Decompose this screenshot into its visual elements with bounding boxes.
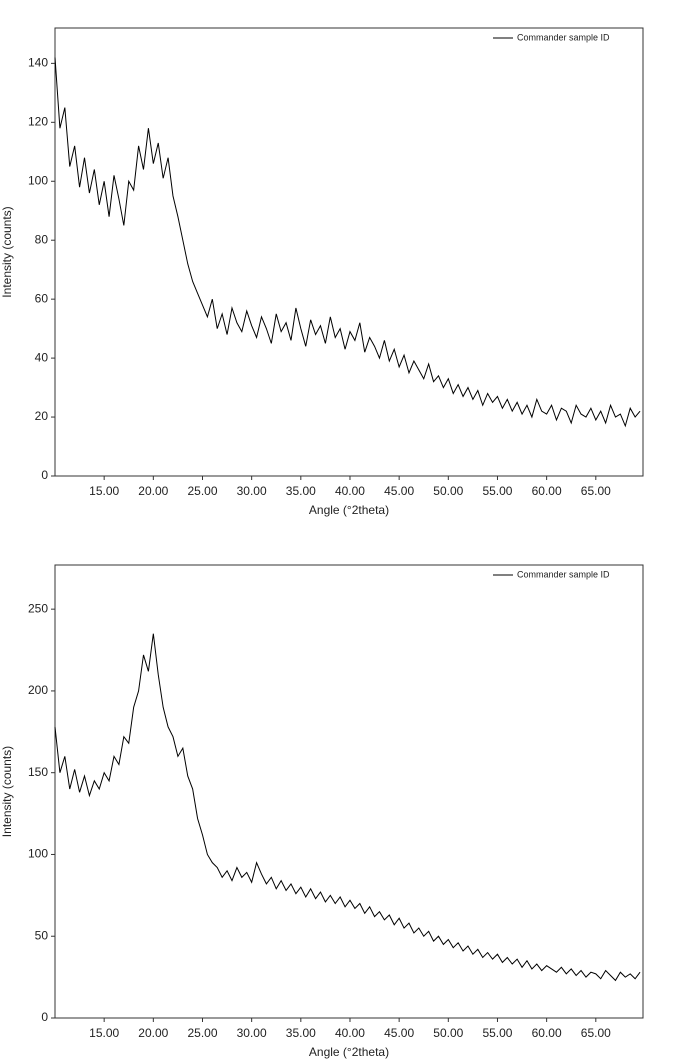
x-axis-label: Angle (°2theta) (309, 503, 389, 517)
x-tick-label: 35.00 (286, 1026, 316, 1040)
y-tick-label: 20 (35, 409, 49, 423)
y-tick-label: 40 (35, 350, 49, 364)
y-tick-label: 80 (35, 232, 49, 246)
y-tick-label: 100 (28, 173, 48, 187)
plot-frame (54, 564, 644, 1019)
y-tick-label: 150 (28, 765, 48, 779)
x-tick-label: 25.00 (187, 1026, 217, 1040)
y-tick-label: 0 (41, 1010, 48, 1024)
x-tick-label: 15.00 (89, 1026, 119, 1040)
legend-label: Commander sample ID (517, 32, 610, 42)
x-tick-label: 30.00 (237, 484, 267, 498)
y-tick-label: 200 (28, 683, 48, 697)
plot-frame (54, 27, 644, 477)
x-tick-label: 55.00 (482, 1026, 512, 1040)
x-tick-label: 65.00 (581, 1026, 611, 1040)
y-axis-label: Intensity (counts) (0, 206, 14, 297)
data-line (54, 633, 641, 982)
y-axis-label: Intensity (counts) (0, 746, 14, 837)
x-tick-label: 35.00 (286, 484, 316, 498)
x-tick-label: 25.00 (187, 484, 217, 498)
data-line (54, 57, 641, 428)
y-tick-label: 250 (28, 601, 48, 615)
y-tick-label: 140 (28, 56, 48, 70)
y-tick-label: 100 (28, 847, 48, 861)
x-tick-label: 40.00 (335, 1026, 365, 1040)
x-tick-label: 60.00 (532, 484, 562, 498)
y-tick-label: 0 (41, 468, 48, 482)
x-tick-label: 60.00 (532, 1026, 562, 1040)
x-tick-label: 45.00 (384, 484, 414, 498)
y-tick-label: 50 (35, 928, 49, 942)
x-tick-label: 50.00 (433, 484, 463, 498)
x-tick-label: 20.00 (138, 484, 168, 498)
x-tick-label: 45.00 (384, 1026, 414, 1040)
x-tick-label: 65.00 (581, 484, 611, 498)
x-tick-label: 15.00 (89, 484, 119, 498)
legend-label: Commander sample ID (517, 569, 610, 579)
x-tick-label: 20.00 (138, 1026, 168, 1040)
y-tick-label: 60 (35, 291, 49, 305)
x-tick-label: 55.00 (482, 484, 512, 498)
x-tick-label: 30.00 (237, 1026, 267, 1040)
x-axis-label: Angle (°2theta) (309, 1045, 389, 1059)
x-tick-label: 40.00 (335, 484, 365, 498)
y-tick-label: 120 (28, 114, 48, 128)
x-tick-label: 50.00 (433, 1026, 463, 1040)
